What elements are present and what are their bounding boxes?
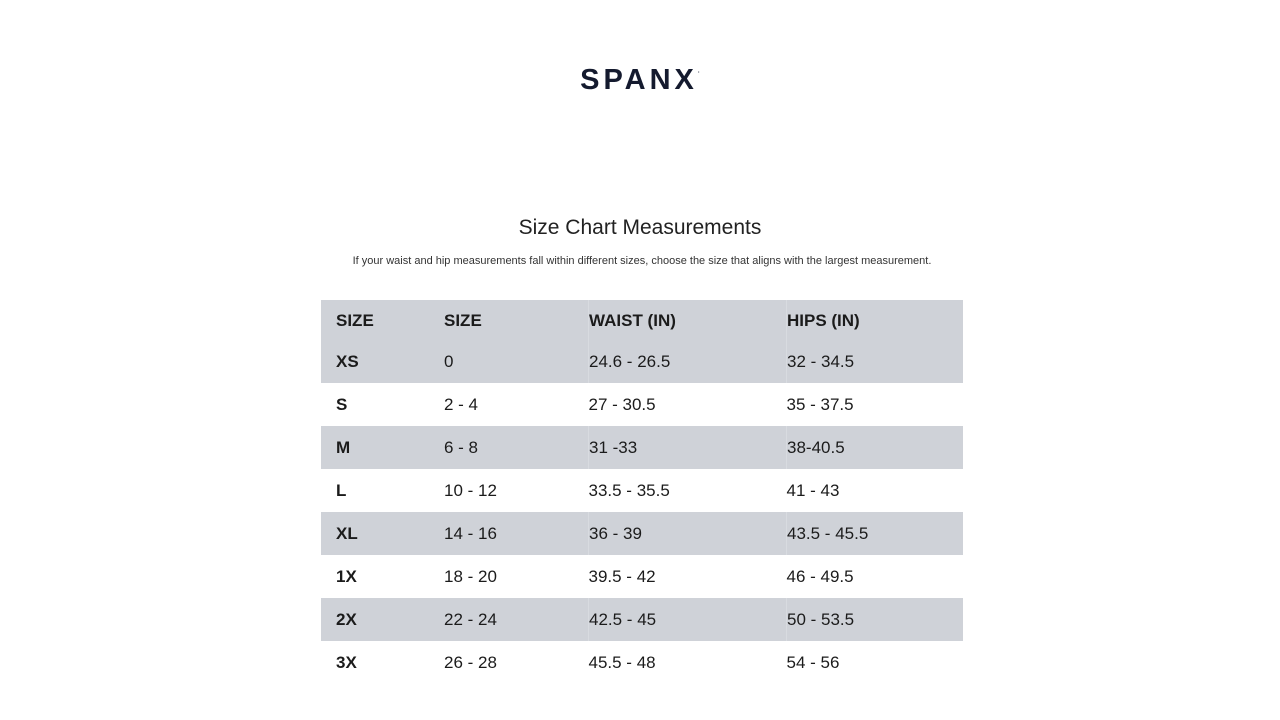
table-cell: 10 - 12 [444, 480, 497, 500]
table-row: 2X 22 - 24 42.5 - 45 50 - 53.5 [321, 598, 963, 641]
table-cell: 2X [321, 598, 444, 641]
table-cell: 32 - 34.5 [786, 340, 963, 383]
table-cell: S [336, 394, 348, 414]
table-cell: XS [321, 340, 444, 383]
table-row: S 2 - 4 27 - 30.5 35 - 37.5 [321, 383, 963, 426]
table-cell: 42.5 - 45 [588, 598, 787, 641]
table-cell: 26 - 28 [444, 652, 497, 672]
table-cell: 33.5 - 35.5 [588, 480, 670, 500]
table-cell: 14 - 16 [444, 512, 589, 555]
table-cell: 24.6 - 26.5 [588, 340, 787, 383]
table-cell: XL [321, 512, 444, 555]
header-cell: WAIST (IN) [588, 300, 787, 340]
table-row: 3X 26 - 28 45.5 - 48 54 - 56 [321, 641, 963, 684]
size-chart-table: SIZE SIZE WAIST (IN) HIPS (IN) XS 0 24.6 -… [321, 300, 963, 684]
table-cell: 41 - 43 [786, 480, 840, 500]
table-cell: L [336, 480, 347, 500]
table-row: XS 0 24.6 - 26.5 32 - 34.5 [321, 340, 963, 383]
table-cell: 31 -33 [588, 426, 787, 469]
table-cell: 43.5 - 45.5 [786, 512, 963, 555]
page-title: Size Chart Measurements [518, 216, 762, 239]
table-cell: 35 - 37.5 [786, 394, 854, 414]
table-cell: 54 - 56 [786, 652, 840, 672]
table-cell: 22 - 24 [444, 598, 589, 641]
table-cell: 27 - 30.5 [588, 394, 656, 414]
table-cell: 3X [336, 652, 357, 672]
table-cell: 2 - 4 [444, 394, 479, 414]
table-cell: 0 [444, 340, 589, 383]
table-cell: M [321, 426, 444, 469]
header-cell: SIZE [321, 300, 444, 340]
table-cell: 6 - 8 [444, 426, 589, 469]
table-cell: 18 - 20 [444, 566, 497, 586]
table-cell: 39.5 - 42 [588, 566, 656, 586]
table-row: 1X 18 - 20 39.5 - 42 46 - 49.5 [321, 555, 963, 598]
page-subtitle: If your waist and hip measurements fall … [352, 255, 932, 267]
table-cell: 50 - 53.5 [786, 598, 963, 641]
table-cell: 36 - 39 [588, 512, 787, 555]
table-cell: 38-40.5 [786, 426, 963, 469]
table-cell: 46 - 49.5 [786, 566, 854, 586]
table-row: L 10 - 12 33.5 - 35.5 41 - 43 [321, 469, 963, 512]
table-header: SIZE SIZE WAIST (IN) HIPS (IN) [321, 300, 963, 340]
brand-text: SPANX [580, 64, 698, 96]
header-cell: SIZE [444, 300, 589, 340]
table-cell: 1X [336, 566, 357, 586]
header-cell: HIPS (IN) [786, 300, 963, 340]
spanx-logo: SPANX· [580, 64, 700, 96]
table-cell: 45.5 - 48 [588, 652, 656, 672]
table-row: XL 14 - 16 36 - 39 43.5 - 45.5 [321, 512, 963, 555]
